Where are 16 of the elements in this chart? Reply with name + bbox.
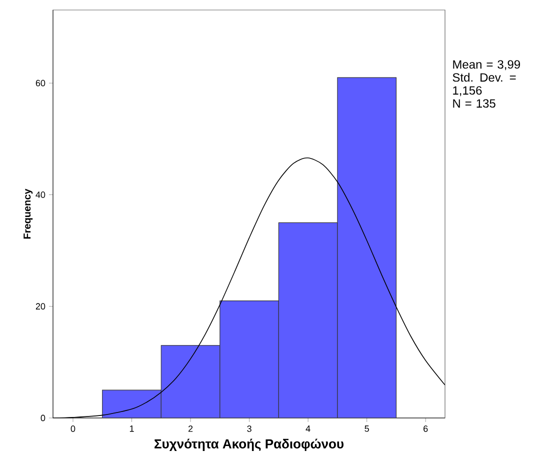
x-tick-label: 5 [364,426,369,432]
x-tick-label: 4 [306,426,310,432]
y-axis-title: Frequency [24,188,33,239]
x-tick-label: 3 [247,426,252,432]
y-tick-label: 0 [40,414,46,422]
x-tick-label: 6 [424,426,428,432]
y-tick-label: 60 [36,80,46,86]
text: Mean = 3,99 [453,60,520,70]
text: N = 135 [453,99,496,108]
x-tick-label: 1 [130,426,134,432]
x-tick-label: 0 [70,426,76,432]
y-tick-label: 20 [36,303,46,310]
x-tick-label: 2 [188,426,193,432]
x-axis-title: Συχνότητα Ακοής Ραδιοφώνου [154,438,344,452]
y-tick-label: 40 [36,192,46,198]
text: Std. Dev. = 1,156 [452,72,516,96]
